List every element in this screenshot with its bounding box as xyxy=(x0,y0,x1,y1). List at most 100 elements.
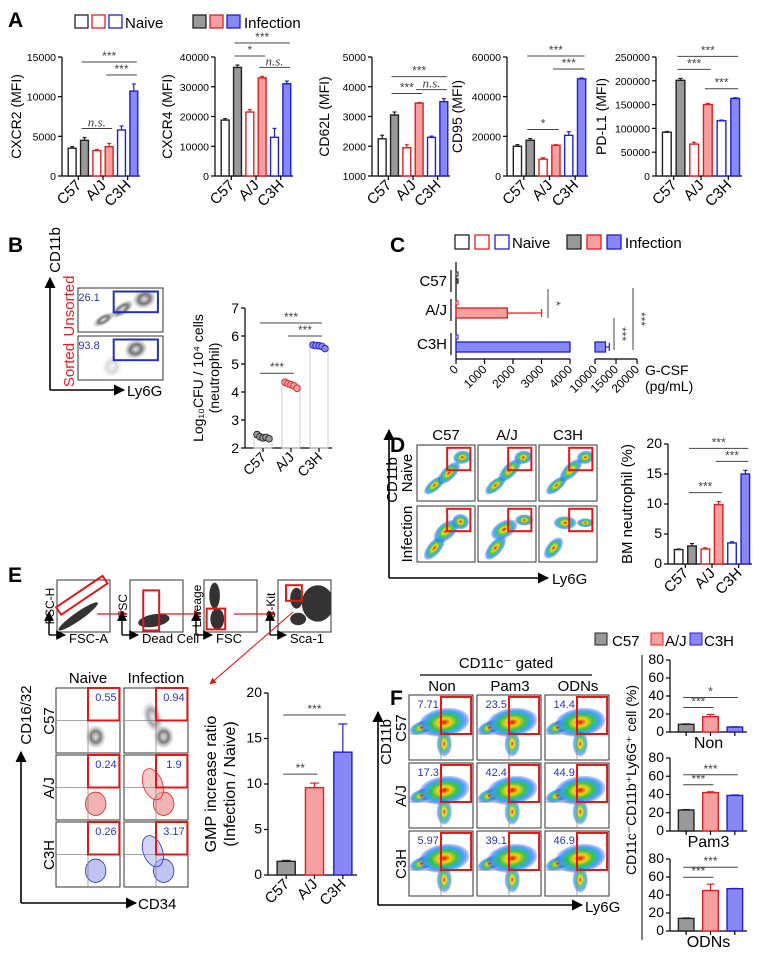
event-density xyxy=(110,299,134,319)
legend-c3h-label: C3H xyxy=(704,633,734,650)
gate xyxy=(87,754,121,789)
gate-percentage: 26.1 xyxy=(78,292,99,304)
flow-plot-c3h-naive: 0.26 xyxy=(55,821,121,888)
gate-percentage: 0.24 xyxy=(95,759,116,771)
legend-f: C57 A/J C3H xyxy=(594,632,734,650)
row-label-c3h: C3H xyxy=(41,840,58,870)
y-tick-label: 40 xyxy=(648,886,664,902)
legend-naive-label: Naive xyxy=(512,235,550,252)
event-density xyxy=(451,513,470,530)
panel-label-f: F xyxy=(390,687,403,710)
gate-percentage: 44.9 xyxy=(553,767,574,779)
y-tick-label: 30000 xyxy=(180,82,209,94)
significance-label: *** xyxy=(714,76,728,90)
bar-c3h-naive xyxy=(269,136,280,177)
legend-swatch-aj-infection xyxy=(586,234,602,250)
flow-plot-c3h-non: 5.97 xyxy=(408,830,474,897)
significance-label: *** xyxy=(255,30,269,44)
significance-label: *** xyxy=(712,435,726,449)
significance-label: *** xyxy=(615,327,629,341)
y-tick-label: C3H xyxy=(417,336,447,353)
plot-events xyxy=(545,707,606,757)
gate xyxy=(87,687,121,722)
gate-percentage: 46.9 xyxy=(553,835,574,847)
y-tick-label: 15 xyxy=(246,730,262,746)
significance-label: * xyxy=(708,684,713,698)
y-axis-label: CXCR2 (MFI) xyxy=(8,74,24,159)
gating-x-label: FSC xyxy=(216,631,242,646)
bar-c3h-infection xyxy=(129,90,139,177)
event-density xyxy=(486,707,538,737)
y-tick-label: 60000 xyxy=(472,52,501,64)
x-tick-label: 3000 xyxy=(518,362,547,391)
bar-c3h-infection xyxy=(576,78,587,177)
bar-c3h-naive xyxy=(426,136,437,177)
y-tick-label: 50000 xyxy=(621,147,650,159)
gate xyxy=(507,446,533,472)
legend-c: Naive Infection xyxy=(454,234,682,252)
flow-plot-naive-c3h xyxy=(538,444,598,502)
y-axis-label: (Infection / Naive) xyxy=(222,721,239,846)
y-tick-label: 150000 xyxy=(615,100,650,112)
bar-c57-naive xyxy=(455,271,459,277)
flow-plot-infection-c57 xyxy=(416,505,476,563)
significance-label: * xyxy=(541,117,546,131)
x-axis-label: Pam3 xyxy=(688,834,730,851)
event-density xyxy=(504,730,520,757)
x-axis-label: Ly6G xyxy=(585,899,620,916)
gate-percentage: 0.55 xyxy=(95,692,116,704)
row-label-unsorted: Unsorted xyxy=(61,276,78,337)
significance-label: *** xyxy=(634,312,648,326)
bar-c57 xyxy=(276,860,296,876)
legend-infection-label: Infection xyxy=(244,15,301,32)
bar-c57-naive xyxy=(67,147,77,177)
y-tick-label: 5 xyxy=(231,356,239,372)
event-density xyxy=(418,775,470,805)
bar-c3h xyxy=(726,888,744,932)
bar-c57-infection xyxy=(675,79,686,177)
y-axis-label: (neutrophil) xyxy=(206,343,222,414)
plot-events xyxy=(85,725,106,749)
significance-label: *** xyxy=(102,49,116,63)
bar-c3h-infection-continued xyxy=(594,341,607,353)
event-density xyxy=(124,339,148,360)
bar-c57 xyxy=(677,917,695,932)
gate xyxy=(440,831,473,872)
legend-swatch-c3h-naive xyxy=(494,234,510,250)
event-density xyxy=(436,730,452,757)
x-tick-label: C57 xyxy=(649,177,680,208)
event-density xyxy=(433,519,459,543)
flow-plot-infection-a-j xyxy=(477,505,537,563)
bar-a-j-naive xyxy=(92,149,102,177)
flow-plot-c57-odns: 14.4 xyxy=(544,694,610,761)
event-density xyxy=(572,866,588,893)
plot-events xyxy=(142,701,174,749)
bar-a-j xyxy=(702,716,719,733)
y-tick-label: 20 xyxy=(246,684,262,700)
gating-header: CD11c⁻ gated xyxy=(459,655,553,672)
y-tick-label: 10000 xyxy=(27,92,56,104)
bar-a-j-naive xyxy=(455,300,459,306)
gating-plot-3 xyxy=(203,579,258,633)
gating-x-label: Sca-1 xyxy=(290,631,324,646)
x-axis-label: Ly6G xyxy=(552,571,587,588)
event-density xyxy=(92,312,115,328)
plot-events xyxy=(101,339,148,378)
legend-swatch-c57-naive xyxy=(74,14,89,29)
legend-swatch-c57-infection xyxy=(566,234,582,250)
y-tick-label: 2000 xyxy=(343,141,367,153)
event-density xyxy=(484,536,507,560)
bar-c3h-naive xyxy=(563,134,574,177)
gating-y-label: FSC xyxy=(116,594,130,618)
significance-label: *** xyxy=(412,64,426,78)
y-tick-label: 0 xyxy=(656,922,664,938)
bar-c57-infection xyxy=(455,278,459,284)
row-label-c57: C57 xyxy=(41,707,58,735)
bar-a-j-infection xyxy=(257,77,267,177)
y-tick-label: 80 xyxy=(648,651,664,667)
gating-y-label: Lineage xyxy=(190,584,204,627)
flow-plot-c57-infection: 0.94 xyxy=(123,687,189,754)
